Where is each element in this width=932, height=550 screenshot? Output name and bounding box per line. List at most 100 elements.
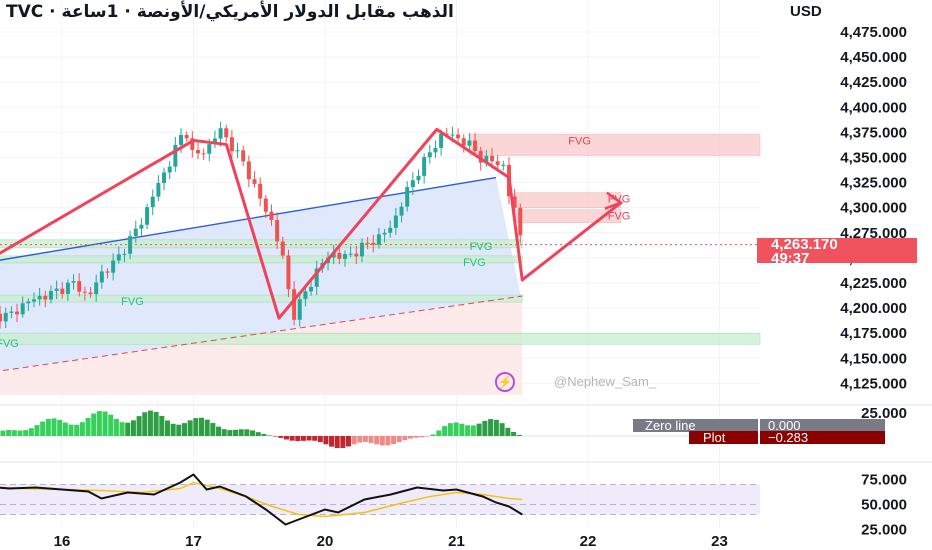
oscillator-bar [216,426,222,436]
oscillator-bar [51,418,57,436]
candle-body [195,149,200,154]
candle-body [422,157,427,176]
fvg-zone [469,134,761,156]
candle-body [342,254,347,259]
oscillator-bar [45,418,51,436]
plot-legend-label: Plot [689,431,758,444]
candle-body [478,151,483,163]
channel-lower-line [0,295,523,372]
time-axis-label: 20 [317,533,334,550]
candle-body [518,207,523,236]
oscillator-bar [119,422,125,436]
symbol-title: الذهب مقابل الدولار الأمريكي/الأونصة [136,2,454,22]
candle-body [416,175,421,181]
price-axis-label: 4,450.000 [840,49,907,66]
currency-label[interactable]: USD [790,3,822,20]
oscillator-bar [476,423,482,436]
candle-body [286,255,291,290]
candle-body [60,288,65,294]
time-axis-label: 21 [448,533,465,550]
candle-body [512,196,517,208]
oscillator-bar [419,436,425,438]
oscillator-bar [210,423,216,436]
oscillator-bar [459,423,465,436]
oscillator-bar [255,432,261,436]
oscillator-bar [17,430,23,436]
oscillator-bar [102,411,108,436]
candle-body [241,150,246,162]
candle-body [71,281,76,283]
price-axis-label: 4,475.000 [840,24,907,41]
candle-body [224,128,229,138]
candle-body [99,271,104,283]
bearish-zone-fill [0,296,523,395]
candle-body [139,224,144,229]
oscillator-bar [272,436,278,437]
candle-body [427,152,432,158]
candle-body [337,252,342,259]
candle-body [314,268,319,287]
oscillator-bar [108,414,114,436]
oscillator-bar [85,417,91,436]
candle-body [433,147,438,153]
price-axis-label: 4,425.000 [840,74,907,91]
symbol-name: TVC [6,2,44,22]
oscillator-bar [499,423,505,436]
oscillator-bar [113,418,119,436]
oscillator-bar [385,436,391,446]
price-axis-label: 4,275.000 [840,225,907,242]
rsi-band [0,484,760,515]
oscillator-bar [250,430,256,436]
fvg-zone [515,209,622,224]
oscillator-bar [407,436,413,439]
candle-body [388,227,393,233]
price-axis-label: 4,200.000 [840,300,907,317]
oscillator-bar [91,413,97,436]
last-price-value: 4,263.170 [771,236,838,253]
oscillator-bar [227,430,233,436]
candle-body [94,282,99,295]
oscillator-bar [488,419,494,436]
candle-body [331,252,336,258]
oscillator-bar [447,423,453,436]
candle-body [439,133,444,148]
oscillator-bar [142,412,148,436]
fvg-label: FVG [463,257,486,269]
candle-body [111,260,116,273]
rsi-line [0,473,523,526]
candle-body [490,155,495,162]
candle-body [88,292,93,295]
price-axis-label: 4,325.000 [840,175,907,192]
oscillator-bar [79,422,85,436]
oscillator-bar [28,428,34,436]
fvg-label: FVG [568,135,591,147]
oscillator-bar [396,436,402,443]
candle-body [280,241,285,256]
oscillator-bar [323,436,329,445]
projection-arrowhead [604,191,624,210]
oscillator-bar [493,419,499,436]
candle-body [292,289,297,320]
candle-body [246,161,251,180]
channel-upper-line [0,176,497,261]
oscillator-bar [300,436,306,441]
oscillator-bar [159,415,165,436]
candle-body [190,138,195,150]
oscillator-bar [511,431,517,436]
channel-fill [0,177,523,371]
candle-body [309,286,314,292]
oscillator-bar [11,430,17,436]
candle-body [275,219,280,242]
fvg-zone [0,332,761,345]
time-axis-label: 22 [580,533,597,550]
oscillator-bar [23,430,29,436]
rsi-axis-label: 25.000 [861,522,907,539]
oscillator-bar [221,429,227,436]
oscillator-bar [362,436,368,443]
candle-body [461,138,466,146]
candle-body [484,155,489,163]
fvg-label: FVG [470,241,493,253]
candle-body [473,140,478,152]
oscillator-bar [147,410,153,436]
